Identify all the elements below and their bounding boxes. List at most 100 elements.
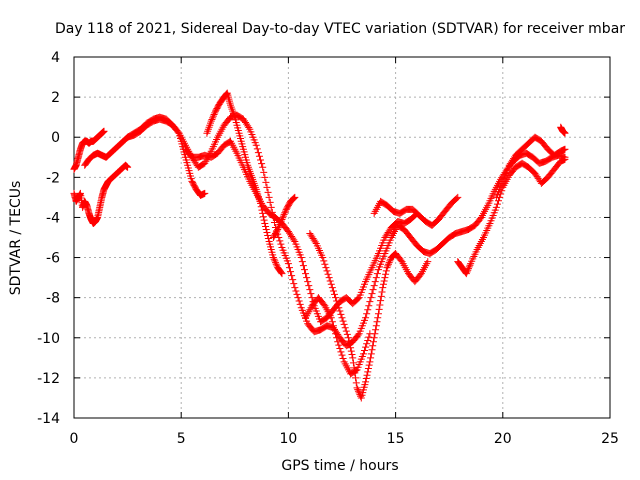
data-point-marker (380, 277, 388, 285)
data-point-marker (257, 156, 265, 164)
data-point-marker (290, 236, 298, 244)
x-tick-label: 15 (387, 431, 405, 447)
data-point-marker (258, 160, 266, 168)
y-tick-label: -4 (46, 210, 60, 226)
data-point-marker (364, 306, 372, 314)
data-point-marker (372, 322, 380, 330)
data-point-marker (300, 266, 308, 274)
data-point-marker (279, 214, 287, 222)
data-point-marker (338, 351, 346, 359)
data-point-marker (254, 149, 262, 157)
data-point-marker (333, 334, 341, 342)
data-point-marker (278, 270, 286, 278)
data-point-marker (372, 274, 380, 282)
y-tick-label: 2 (51, 90, 60, 106)
data-point-marker (209, 114, 217, 122)
chart-title: Day 118 of 2021, Sidereal Day-to-day VTE… (55, 21, 625, 37)
data-point-marker (337, 310, 345, 318)
data-point-marker (376, 301, 384, 309)
data-point-marker (290, 194, 298, 202)
data-point-marker (263, 228, 271, 236)
data-point-marker (365, 361, 373, 369)
y-tick-label: -12 (37, 371, 60, 387)
data-point-marker (262, 222, 270, 230)
data-point-marker (320, 257, 328, 265)
data-point-marker (255, 152, 263, 160)
data-point-marker (207, 117, 215, 125)
data-point-marker (281, 209, 289, 217)
data-point-marker (327, 280, 335, 288)
data-point-marker (384, 262, 392, 270)
data-point-marker (364, 368, 372, 376)
data-point-marker (353, 384, 361, 392)
data-point-marker (259, 209, 267, 217)
data-point-marker (265, 193, 273, 201)
data-point-marker (462, 270, 470, 278)
data-point-marker (377, 297, 385, 305)
data-point-marker (272, 260, 280, 268)
data-point-marker (362, 375, 370, 383)
data-point-marker (275, 222, 283, 230)
data-point-marker (269, 254, 277, 262)
y-axis-label: SDTVAR / TECUs (8, 181, 24, 296)
data-point-marker (288, 272, 296, 280)
data-point-marker (363, 340, 371, 348)
data-point-marker (261, 173, 269, 181)
data-point-marker (336, 344, 344, 352)
data-point-marker (377, 292, 385, 300)
data-point-marker (366, 358, 374, 366)
data-point-marker (379, 284, 387, 292)
data-point-marker (260, 168, 268, 176)
data-point-marker (336, 307, 344, 315)
data-point-marker (365, 302, 373, 310)
y-tick-label: -8 (46, 291, 60, 307)
data-point-marker (363, 310, 371, 318)
data-point-marker (282, 207, 290, 215)
data-point-marker (359, 350, 367, 358)
data-point-marker (330, 290, 338, 298)
data-point-marker (259, 213, 267, 221)
data-point-marker (352, 379, 360, 387)
data-point-marker (373, 318, 381, 326)
y-tick-label: -2 (46, 170, 60, 186)
data-point-marker (367, 354, 375, 362)
data-point-marker (372, 326, 380, 334)
data-point-marker (252, 141, 260, 149)
data-point-marker (333, 297, 341, 305)
data-point-marker (276, 220, 284, 228)
data-point-marker (223, 90, 231, 98)
data-point-marker (294, 294, 302, 302)
data-point-marker (327, 314, 335, 322)
data-point-marker (492, 203, 500, 211)
grid-lines (74, 57, 610, 418)
data-point-marker (368, 290, 376, 298)
data-point-marker (201, 189, 209, 197)
data-point-marker (267, 203, 275, 211)
data-point-marker (493, 200, 501, 208)
data-point-marker (348, 350, 356, 358)
data-point-marker (302, 270, 310, 278)
data-point-marker (379, 280, 387, 288)
data-point-marker (270, 255, 278, 263)
y-tick-label: 4 (51, 50, 60, 66)
data-point-marker (362, 343, 370, 351)
data-point-marker (340, 320, 348, 328)
data-point-marker (369, 338, 377, 346)
data-point-marker (307, 290, 315, 298)
data-point-marker (561, 129, 569, 137)
data-point-marker (266, 198, 274, 206)
data-point-marker (424, 258, 432, 266)
data-point-marker (371, 278, 379, 286)
data-point-marker (349, 359, 357, 367)
data-point-marker (334, 338, 342, 346)
data-point-marker (272, 259, 280, 267)
data-point-marker (304, 278, 312, 286)
data-point-marker (245, 124, 253, 132)
data-point-marker (210, 110, 218, 118)
data-point-marker (454, 193, 462, 201)
data-point-marker (354, 331, 362, 339)
x-tick-label: 0 (70, 431, 79, 447)
y-tick-label: 0 (51, 130, 60, 146)
data-point-marker (364, 336, 372, 344)
